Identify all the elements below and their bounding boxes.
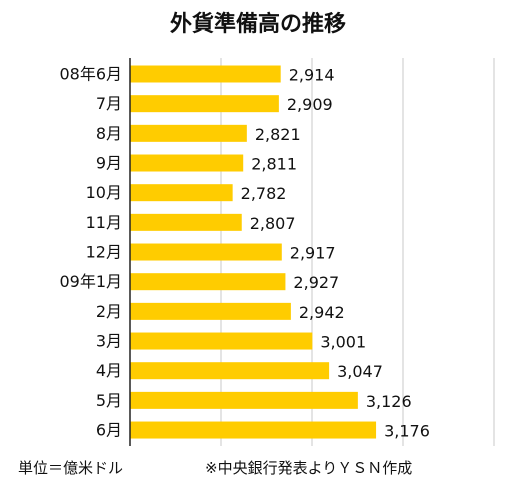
category-label-0: 08年6月 [59,65,122,84]
data-labels: 2,914 2,909 2,821 2,811 2,782 2,807 2,917 2,927… [241,66,430,441]
category-label-3: 9月 [96,154,122,173]
bars [130,65,377,439]
category-label-7: 09年1月 [59,272,122,291]
data-label-4: 2,782 [241,184,287,203]
data-label-1: 2,909 [287,95,333,114]
bar-1 [130,95,279,113]
category-tick-labels: 08年6月 7月 8月 9月 10月 11月 12月 09年1月 2月 3月 4月 5月 6月 [59,65,122,440]
category-label-6: 12月 [86,243,122,262]
data-label-10: 3,047 [337,362,383,381]
category-label-11: 5月 [96,391,122,410]
category-label-9: 3月 [96,332,122,351]
category-label-12: 6月 [96,421,122,440]
data-label-6: 2,917 [290,244,336,263]
category-label-2: 8月 [96,124,122,143]
bar-9 [130,332,313,350]
bar-3 [130,154,244,172]
category-label-5: 11月 [86,213,122,232]
data-label-12: 3,176 [384,422,430,441]
bar-0 [130,65,281,83]
category-label-4: 10月 [86,183,122,202]
bar-2 [130,124,247,142]
bar-10 [130,362,330,380]
bar-8 [130,302,291,320]
data-label-0: 2,914 [289,66,335,85]
bar-11 [130,391,358,409]
data-label-9: 3,001 [320,333,366,352]
data-label-2: 2,821 [255,125,301,144]
bar-6 [130,243,282,261]
data-label-11: 3,126 [366,392,412,411]
category-label-1: 7月 [96,94,122,113]
chart-title: 外貨準備高の推移 [169,12,346,37]
grid-lines [220,58,495,446]
data-label-3: 2,811 [251,155,297,174]
bar-12 [130,421,377,439]
bar-5 [130,213,242,231]
data-label-7: 2,927 [293,273,339,292]
data-label-5: 2,807 [250,214,296,233]
data-label-8: 2,942 [299,303,345,322]
bar-4 [130,184,233,202]
unit-note: 単位＝億米ドル [18,459,124,477]
bar-7 [130,273,286,291]
category-label-8: 2月 [96,302,122,321]
source-note: ※中央銀行発表よりＹＳＮ作成 [205,459,413,477]
category-label-10: 4月 [96,361,122,380]
